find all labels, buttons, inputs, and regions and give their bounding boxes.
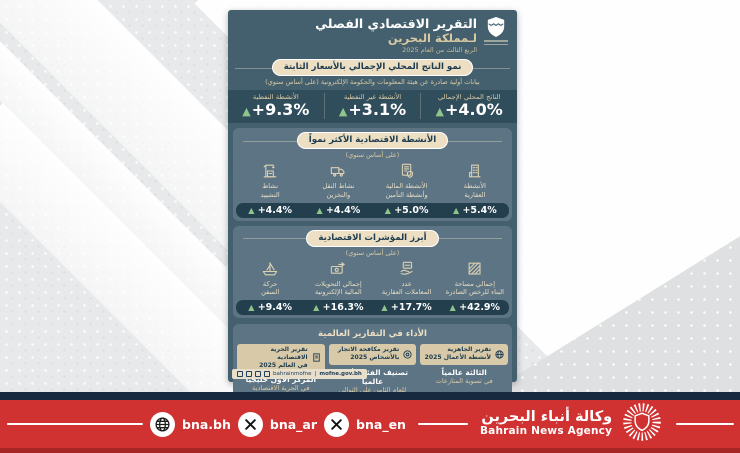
indicators-items: إجمالي مساحة البناء للرخص الصادرة عدد المع… [236, 259, 509, 297]
activities-section: الأنشطة الاقتصادية الأكثر نمواً (على أسا… [233, 128, 512, 221]
construction-crane-icon [263, 165, 277, 178]
report-card-tip: تقرير مكافحة الاتجار بالأشخاص 2025 تصنيف … [328, 343, 417, 394]
activities-values-strip: ▲ +5.4% ▲ +5.0% ▲ +4.4% ▲ +4.4% [236, 202, 509, 218]
activities-note: (على أساس سنوي) [345, 151, 400, 160]
stat-oil: الأنشطة النفطية ▲+9.3% [242, 93, 310, 119]
seal-icon [403, 350, 412, 359]
up-triangle-icon: ▲ [313, 302, 320, 312]
footer-divider-line [7, 423, 143, 425]
activities-items: الأنشطة العقارية الأنشطة المالية وأنشطة ال… [236, 161, 509, 199]
report-card-economic-freedom: تقرير الحرية الاقتصادية في العالم 2025 ال… [236, 343, 325, 394]
bna-website-link[interactable]: bna.bh [182, 416, 231, 432]
gdp-source-note: بيانات أولية صادرة عن هيئة المعلومات وال… [265, 78, 480, 86]
e-transfers-money-icon [331, 261, 346, 274]
gdp-stats-band: الناتج المحلي الإجمالي ▲+4.0% الأنشطة غي… [228, 90, 517, 124]
infographic-card: التقرير الاقتصادي الفصلي لـمملكة البحرين… [228, 10, 517, 397]
gdp-section-header: نمو الناتج المحلي الإجمالي بالأسعار الثا… [228, 59, 517, 76]
transport-truck-icon [331, 167, 345, 178]
card-titles: التقرير الاقتصادي الفصلي لـمملكة البحرين… [237, 16, 477, 54]
ministry-name-lines [484, 38, 508, 45]
indicators-pill: أبرز المؤشرات الاقتصادية [306, 229, 439, 247]
indicator-real-estate-deals: عدد المعاملات العقارية [373, 259, 441, 297]
activity-real-estate: الأنشطة العقارية [441, 161, 509, 199]
footer-divider-line [676, 423, 734, 425]
globe-icon [495, 350, 504, 359]
report-card-business-ready: تقرير الجاهزية لأنشطة الأعمال 2025 الثالث… [420, 343, 508, 394]
footer-bottom-strip [0, 448, 740, 453]
up-triangle-icon: ▲ [435, 105, 444, 118]
bna-arabic-x-handle[interactable]: bna_ar [269, 416, 318, 432]
up-triangle-icon: ▲ [242, 105, 251, 118]
social-icon [264, 371, 270, 377]
up-triangle-icon: ▲ [452, 205, 460, 215]
report-period: الربع الثالث من العام 2025 [402, 46, 477, 55]
bna-english-x-handle[interactable]: bna_en [356, 416, 406, 432]
card-contact-bar: bahrainmofne | mofne.gov.bh [232, 369, 367, 379]
social-icon [237, 371, 243, 377]
up-triangle-icon: ▲ [316, 205, 323, 215]
footer-navy-strip [0, 392, 740, 400]
social-icon [246, 371, 252, 377]
stat-gdp-total: الناتج المحلي الإجمالي ▲+4.0% [435, 93, 503, 119]
up-triangle-icon: ▲ [449, 302, 456, 312]
building-permits-area-icon [468, 262, 481, 275]
footer-bna-bar: bna.bh bna_ar bna_en وكالة أنباء البحرين… [0, 400, 740, 448]
social-icon [255, 371, 261, 377]
up-triangle-icon: ▲ [384, 205, 391, 215]
finance-insurance-icon [401, 164, 413, 179]
bna-brand: وكالة أنباء البحرين Bahrain News Agency [479, 409, 613, 438]
real-estate-deals-icon [400, 261, 413, 275]
up-triangle-icon: ▲ [338, 105, 348, 118]
stat-non-oil: الأنشطة غير النفطية ▲+3.1% [323, 93, 422, 120]
indicators-section: أبرز المؤشرات الاقتصادية (على أساس سنوي)… [233, 225, 512, 318]
indicator-permits-area: إجمالي مساحة البناء للرخص الصادرة [441, 259, 509, 297]
gdp-pill: نمو الناتج المحلي الإجمالي بالأسعار الثا… [271, 59, 474, 76]
x-icon[interactable] [237, 411, 263, 437]
x-icon[interactable] [324, 411, 350, 437]
report-title: التقرير الاقتصادي الفصلي [315, 16, 477, 31]
card-header: التقرير الاقتصادي الفصلي لـمملكة البحرين… [228, 10, 517, 56]
indicators-values-strip: ▲ +42.9% ▲ +17.7% ▲ +16.3% ▲ +9.4% [236, 299, 509, 315]
ministry-website[interactable]: mofne.gov.bh [319, 371, 362, 377]
indicator-e-transfers: إجمالي التحويلات المالية الإلكترونية [304, 259, 372, 297]
ministry-handle[interactable]: bahrainmofne [273, 371, 312, 377]
indicators-note: (على أساس سنوي) [345, 248, 400, 257]
bna-brand-english: Bahrain News Agency [479, 425, 613, 438]
real-estate-building-icon [468, 165, 481, 178]
footer-divider-line [417, 423, 468, 425]
activity-construction: نشاط التشييد [236, 161, 304, 199]
global-reports-title: الأداء في التقارير العالمية [318, 328, 427, 339]
indicator-ships: حركة السفن [236, 259, 304, 297]
report-doc-icon [312, 353, 320, 363]
up-triangle-icon: ▲ [248, 205, 255, 215]
globe-icon[interactable] [150, 411, 175, 437]
activity-transport-storage: نشاط النقل والتخزين [304, 161, 372, 199]
ministry-emblem-icon [484, 16, 508, 45]
bna-emblem-icon [620, 400, 664, 448]
ships-icon [262, 261, 278, 275]
activities-pill: الأنشطة الاقتصادية الأكثر نمواً [296, 132, 449, 150]
up-triangle-icon: ▲ [248, 302, 255, 312]
report-subtitle: لـمملكة البحرين [387, 31, 477, 45]
up-triangle-icon: ▲ [381, 302, 388, 312]
report-cards: تقرير الجاهزية لأنشطة الأعمال 2025 الثالث… [236, 343, 508, 394]
bna-brand-arabic: وكالة أنباء البحرين [481, 409, 613, 426]
global-reports-section: الأداء في التقارير العالمية تقرير الجاهز… [233, 323, 512, 397]
activity-finance-insurance: الأنشطة المالية وأنشطة التأمين [373, 161, 441, 199]
